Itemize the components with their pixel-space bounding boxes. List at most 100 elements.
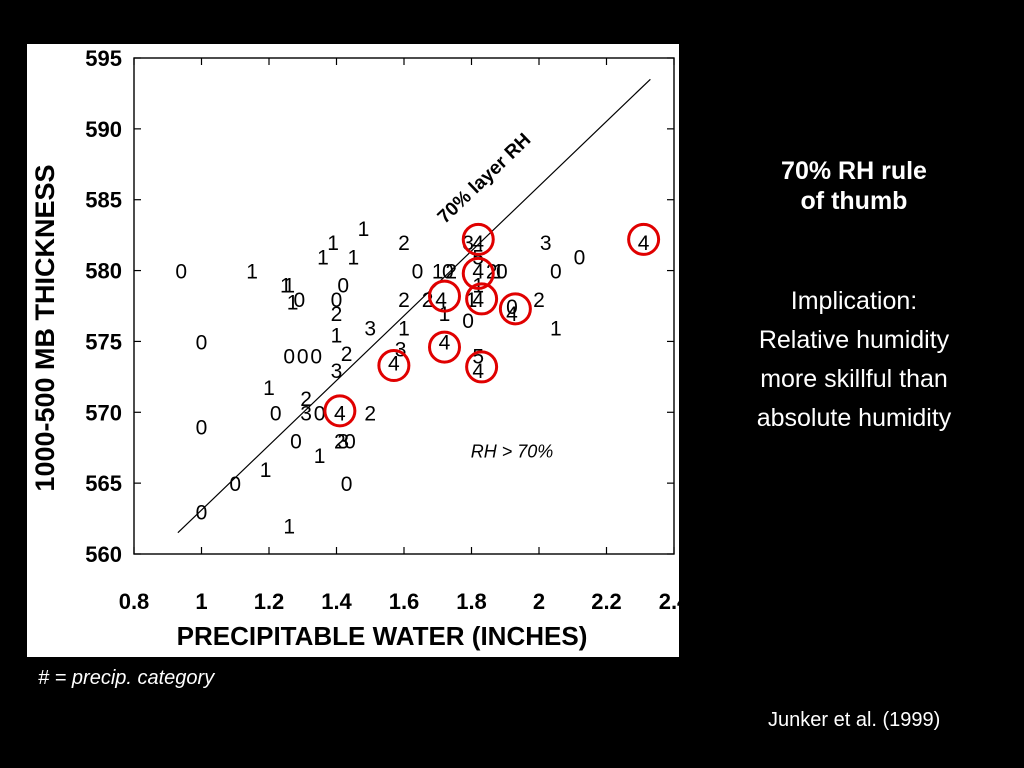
data-point: 0: [297, 346, 309, 369]
y-tick-label: 590: [85, 117, 122, 142]
data-point: 1: [317, 246, 329, 269]
data-point: 3: [364, 317, 376, 340]
data-point: 1: [439, 303, 451, 326]
region-label: RH > 70%: [471, 442, 554, 462]
data-point: 1: [327, 232, 339, 255]
data-point: 0: [337, 275, 349, 298]
data-point: 1: [283, 275, 295, 298]
data-point: 4: [388, 353, 400, 376]
data-point: 0: [331, 289, 343, 312]
data-point: 1: [280, 275, 292, 298]
citation: Junker et al. (1999): [768, 709, 941, 731]
data-point: 1: [358, 218, 370, 241]
data-point: 0: [310, 346, 322, 369]
x-tick-label: 1: [195, 589, 207, 614]
highlight-circle: [465, 350, 499, 384]
data-point: 1: [348, 246, 360, 269]
data-point: 0: [294, 289, 306, 312]
x-tick-label: 1.8: [456, 589, 487, 614]
data-point: 5: [472, 346, 484, 369]
highlight-circle: [465, 282, 499, 316]
data-point: 4: [435, 289, 447, 312]
data-point: 3: [337, 431, 349, 454]
implication-line-2: more skillful than: [760, 365, 948, 393]
y-tick-label: 565: [85, 471, 122, 496]
data-point: 2: [398, 289, 410, 312]
data-point: 4: [334, 402, 346, 425]
data-point: 1: [314, 445, 326, 468]
data-point: 4: [638, 232, 650, 255]
footnote: # = precip. category: [38, 667, 215, 689]
data-point: 1: [466, 289, 478, 312]
data-point: 1: [432, 261, 444, 284]
data-point: 0: [506, 296, 518, 319]
x-tick-label: 2.2: [591, 589, 622, 614]
data-point: 2: [533, 289, 545, 312]
x-tick-label: 1.2: [254, 589, 285, 614]
data-point: 1: [550, 317, 562, 340]
x-tick-label: 0.8: [119, 589, 150, 614]
data-point: 0: [314, 402, 326, 425]
y-axis-title: 1000-500 MB THICKNESS: [30, 164, 60, 491]
data-point: 0: [462, 310, 474, 333]
y-tick-label: 575: [85, 329, 122, 354]
rule-title-line2: of thumb: [800, 187, 908, 215]
x-tick-label: 2: [533, 589, 545, 614]
data-point: 0: [196, 501, 208, 524]
data-point: 2: [341, 343, 353, 366]
reference-line-label: 70% layer RH: [434, 129, 535, 228]
data-point: 1: [260, 459, 272, 482]
x-tick-label: 1.6: [389, 589, 420, 614]
implication-heading: Implication:: [790, 287, 918, 315]
data-point: 0: [196, 416, 208, 439]
data-point: 0: [196, 331, 208, 354]
highlight-circle: [461, 222, 495, 256]
data-point: 4: [472, 261, 484, 284]
x-axis-title: PRECIPITABLE WATER (INCHES): [177, 621, 588, 651]
data-point: 3: [540, 232, 552, 255]
data-point: 4: [506, 303, 518, 326]
data-point: 0: [290, 431, 302, 454]
y-tick-label: 570: [85, 400, 122, 425]
implication-line-1: Relative humidity: [758, 326, 950, 354]
y-tick-label: 560: [85, 542, 122, 567]
highlight-circle: [627, 222, 661, 256]
data-point: 2: [334, 431, 346, 454]
data-point: 3: [395, 339, 407, 362]
data-point: 1: [398, 317, 410, 340]
data-point: 0: [442, 261, 454, 284]
data-point: 0: [175, 261, 187, 284]
data-point: 1: [472, 275, 484, 298]
data-point: 3: [331, 360, 343, 383]
x-tick-label: 2.4: [659, 589, 679, 614]
implication-text: Implication: Relative humidity more skil…: [716, 282, 992, 438]
data-point: 0: [574, 246, 586, 269]
data-point: 0: [344, 431, 356, 454]
data-point: 3: [462, 232, 474, 255]
highlight-circle: [428, 279, 461, 313]
y-tick-label: 595: [85, 46, 122, 71]
data-point: 4: [472, 289, 484, 312]
data-point: 2: [300, 388, 312, 411]
highlight-circle: [323, 394, 357, 428]
data-point: 1: [331, 324, 343, 347]
data-point: 4: [472, 232, 484, 255]
data-point: 0: [496, 261, 508, 284]
y-tick-label: 585: [85, 188, 122, 213]
data-point: 0: [412, 261, 424, 284]
data-point: 0: [270, 402, 282, 425]
data-point: 2: [364, 402, 376, 425]
data-point: 1: [263, 377, 275, 400]
data-point: 4: [439, 331, 451, 354]
data-point: 2: [398, 232, 410, 255]
data-point: 1: [246, 261, 258, 284]
data-point: 3: [300, 402, 312, 425]
data-point: 1: [283, 516, 295, 539]
x-tick-label: 1.4: [321, 589, 352, 614]
data-point: 0: [283, 346, 295, 369]
data-point: 2: [331, 303, 343, 326]
data-point: 0: [550, 261, 562, 284]
data-point: 4: [472, 360, 484, 383]
implication-line-3: absolute humidity: [756, 404, 952, 432]
